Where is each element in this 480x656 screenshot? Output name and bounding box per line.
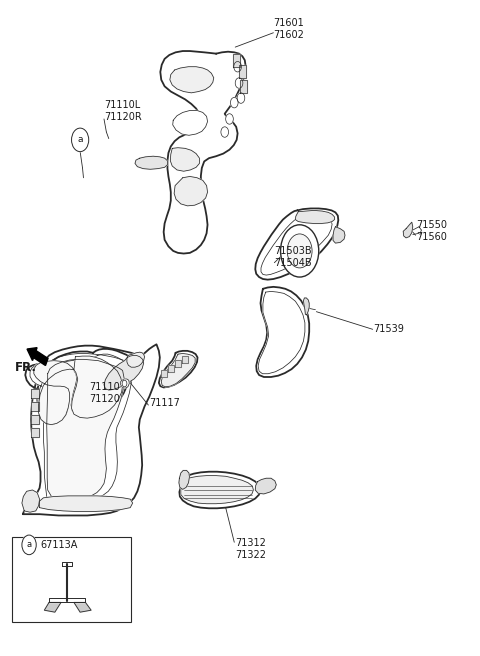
Text: 71117: 71117 <box>149 398 180 408</box>
Polygon shape <box>30 354 127 424</box>
Polygon shape <box>255 209 338 279</box>
Polygon shape <box>233 54 240 67</box>
Text: 71312
71322: 71312 71322 <box>235 538 266 560</box>
Circle shape <box>221 127 228 137</box>
Polygon shape <box>120 379 129 388</box>
Polygon shape <box>159 351 198 388</box>
Polygon shape <box>181 476 253 504</box>
Circle shape <box>237 93 245 103</box>
Text: 71539: 71539 <box>373 324 405 335</box>
Polygon shape <box>31 415 38 424</box>
Polygon shape <box>179 470 190 489</box>
Polygon shape <box>161 371 167 377</box>
Bar <box>12 537 131 622</box>
Circle shape <box>287 234 312 268</box>
Circle shape <box>226 113 233 124</box>
Polygon shape <box>39 496 132 512</box>
Polygon shape <box>44 602 61 612</box>
Polygon shape <box>175 360 181 367</box>
Polygon shape <box>303 298 309 315</box>
Text: FR.: FR. <box>15 361 37 374</box>
Text: 67113A: 67113A <box>40 540 78 550</box>
Polygon shape <box>403 222 413 238</box>
Polygon shape <box>258 291 305 374</box>
Circle shape <box>235 78 243 89</box>
Polygon shape <box>31 428 38 437</box>
Polygon shape <box>25 349 132 424</box>
Polygon shape <box>62 562 72 566</box>
Text: 71110
71120: 71110 71120 <box>90 382 120 404</box>
Polygon shape <box>135 156 168 169</box>
Polygon shape <box>170 148 199 171</box>
Polygon shape <box>182 356 188 363</box>
FancyArrow shape <box>27 348 48 365</box>
Polygon shape <box>180 472 261 508</box>
Polygon shape <box>47 359 124 498</box>
Polygon shape <box>104 356 144 390</box>
Polygon shape <box>31 402 38 411</box>
Text: a: a <box>26 541 32 549</box>
Polygon shape <box>43 354 132 501</box>
Text: 71503B
71504B: 71503B 71504B <box>275 247 312 268</box>
Polygon shape <box>173 110 207 135</box>
Polygon shape <box>22 490 39 512</box>
Circle shape <box>122 380 127 387</box>
Circle shape <box>230 97 238 108</box>
Polygon shape <box>295 211 335 224</box>
Polygon shape <box>161 354 195 387</box>
Polygon shape <box>127 352 144 367</box>
Polygon shape <box>74 602 91 612</box>
Polygon shape <box>333 227 345 243</box>
Circle shape <box>22 535 36 555</box>
Circle shape <box>281 225 319 277</box>
Polygon shape <box>174 176 207 206</box>
Polygon shape <box>255 478 276 494</box>
Text: a: a <box>77 135 83 144</box>
Polygon shape <box>256 287 309 377</box>
Text: 71601
71602: 71601 71602 <box>274 18 304 40</box>
Polygon shape <box>23 344 160 516</box>
Polygon shape <box>168 365 174 372</box>
Text: 71550
71560: 71550 71560 <box>417 220 447 242</box>
Circle shape <box>72 128 89 152</box>
Polygon shape <box>170 67 214 93</box>
Polygon shape <box>239 66 246 79</box>
Polygon shape <box>31 389 38 398</box>
Text: 71110L
71120R: 71110L 71120R <box>104 100 142 122</box>
Circle shape <box>234 62 241 72</box>
Polygon shape <box>240 80 247 93</box>
Polygon shape <box>160 51 246 253</box>
Polygon shape <box>261 215 332 275</box>
Polygon shape <box>34 356 122 424</box>
Polygon shape <box>49 598 85 602</box>
